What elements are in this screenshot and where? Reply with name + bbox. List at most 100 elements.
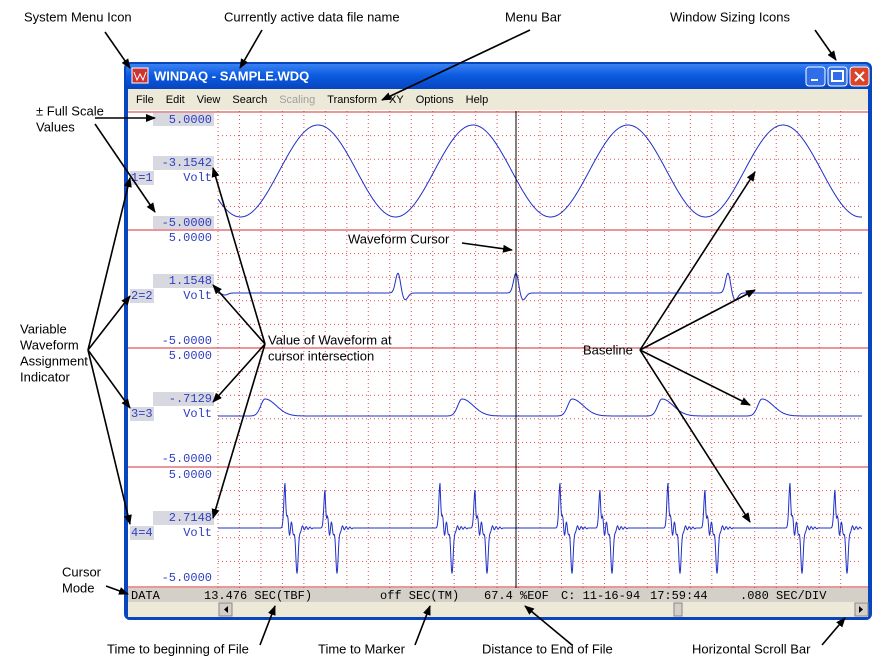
annotation: Baseline (583, 342, 633, 357)
label-box (130, 526, 154, 540)
callout-arrow (87, 177, 132, 351)
system-menu-glyph (133, 71, 147, 82)
assignment: 2=2 (131, 289, 153, 303)
menu-item[interactable]: File (136, 94, 154, 106)
waveform (218, 124, 862, 218)
callout-arrow (211, 343, 266, 519)
annotation: Mode (62, 580, 95, 595)
callout-arrow (639, 171, 756, 351)
cursor-value: -.7129 (169, 392, 212, 406)
maximize-button[interactable] (827, 66, 848, 87)
menu-item[interactable]: View (197, 94, 221, 106)
assignment: 1=1 (131, 171, 153, 185)
callout-arrow (211, 167, 266, 345)
callout-arrow (381, 29, 531, 101)
callout-arrow (821, 617, 846, 646)
annotation: Waveform (20, 337, 79, 352)
waveform (218, 398, 862, 417)
scroll-thumb[interactable] (673, 602, 683, 617)
callout-arrow (639, 289, 756, 351)
minimize-button[interactable] (805, 66, 826, 87)
minimize-glyph (811, 79, 818, 81)
assignment: 3=3 (131, 407, 153, 421)
full-scale-bottom: -5.0000 (162, 216, 212, 230)
callout-arrow (104, 31, 131, 69)
system-menu-icon[interactable] (131, 67, 149, 84)
annotation: Cursor (62, 564, 102, 579)
status-field: off SEC(TM) (380, 589, 459, 603)
callout-arrow (212, 343, 266, 403)
title-bar (126, 64, 870, 88)
menu-item[interactable]: XY (389, 94, 404, 106)
annotation: Window Sizing Icons (670, 9, 790, 24)
full-scale-bottom: -5.0000 (162, 452, 212, 466)
annotation: Currently active data file name (224, 9, 400, 24)
unit: Volt (183, 289, 212, 303)
callout-arrow (414, 605, 431, 646)
maximize-glyph (831, 70, 844, 82)
menu-item[interactable]: Search (232, 94, 267, 106)
assignment: 4=4 (131, 526, 153, 540)
full-scale-bottom: -5.0000 (162, 334, 212, 348)
callout-arrow (639, 349, 751, 523)
callout-arrow (524, 605, 573, 646)
label-box (153, 392, 214, 406)
status-field: DATA (131, 589, 161, 603)
scroll-right-glyph (859, 606, 863, 613)
scroll-left-glyph (224, 606, 228, 613)
annotation: Horizontal Scroll Bar (692, 641, 811, 656)
annotation: Value of Waveform at (268, 332, 392, 347)
waveform (218, 482, 862, 574)
annotation: Variable (20, 321, 67, 336)
menu-bar (128, 89, 868, 110)
menu-item[interactable]: Transform (327, 94, 377, 106)
unit: Volt (183, 526, 212, 540)
callout-arrow (87, 295, 131, 351)
label-box (130, 407, 154, 421)
menu-item[interactable]: Options (416, 94, 454, 106)
annotation: System Menu Icon (24, 9, 132, 24)
callout-arrow (87, 349, 131, 409)
label-box (153, 156, 214, 170)
full-scale-top: 5.0000 (169, 231, 212, 245)
full-scale-top: 5.0000 (169, 468, 212, 482)
label-box (130, 289, 154, 303)
callout-arrow (212, 284, 266, 345)
label-box (153, 216, 214, 229)
full-scale-top: 5.0000 (169, 349, 212, 363)
annotation: Time to Marker (318, 641, 406, 656)
label-box (153, 274, 214, 288)
full-scale-top: 5.0000 (169, 113, 212, 127)
status-field: C: 11-16-94 (561, 589, 640, 603)
callout-arrow (461, 242, 513, 253)
annotation: Assignment (20, 353, 88, 368)
label-box (130, 171, 154, 185)
label-box (153, 511, 214, 525)
annotation: Indicator (20, 369, 71, 384)
status-field: 13.476 SEC(TBF) (204, 589, 312, 603)
callout-arrow (239, 29, 263, 69)
full-scale-bottom: -5.0000 (162, 571, 212, 585)
annotation: Menu Bar (505, 9, 562, 24)
status-field: 17:59:44 (650, 589, 708, 603)
menu-item[interactable]: Edit (166, 94, 185, 106)
status-bar (128, 588, 868, 602)
unit: Volt (183, 171, 212, 185)
status-field: .080 SEC/DIV (740, 589, 827, 603)
annotation: Distance to End of File (482, 641, 613, 656)
annotations: System Menu Icon Currently active data fi… (20, 9, 846, 656)
menu-item[interactable]: Scaling (279, 94, 315, 106)
annotation: Values (36, 119, 75, 134)
label-box (153, 113, 214, 126)
cursor-value: -3.1542 (162, 156, 212, 170)
annotation: Waveform Cursor (348, 231, 450, 246)
status-field: 67.4 %EOF (484, 589, 549, 603)
callout-arrow (94, 123, 156, 213)
callout-arrow (259, 605, 276, 646)
window-title: WINDAQ - SAMPLE.WDQ (154, 68, 309, 83)
menu-item[interactable]: Help (466, 94, 489, 106)
scroll-track[interactable] (128, 602, 868, 617)
callout-arrow (639, 349, 751, 406)
